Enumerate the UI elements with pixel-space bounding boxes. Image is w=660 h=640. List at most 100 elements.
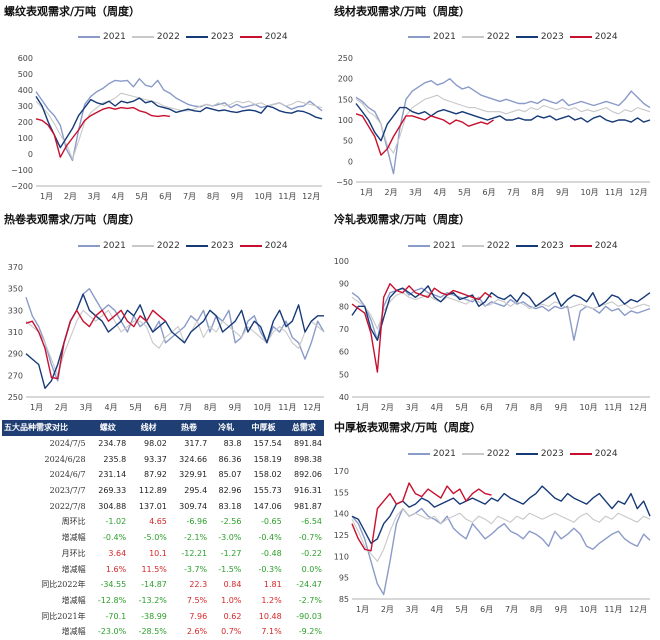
x-tick-label: 7月 — [505, 605, 518, 614]
chart-wire: 250 200 150 100 50 0 −50 1月 2月 3月 4月 5月 6月 7月 8月 9月 10月 1… — [336, 54, 651, 197]
x-tick-label: 2月 — [381, 605, 394, 614]
x-tick-label: 6月 — [480, 403, 493, 412]
y-tick-label: 155 — [334, 488, 349, 497]
table-cell: 981.87 — [294, 501, 322, 511]
legend-item-2023: 2023 — [515, 241, 564, 251]
table-cell: 317.7 — [184, 439, 208, 449]
table-cell: 304.88 — [98, 501, 127, 511]
chart-title-rebar: 螺纹表观需求/万吨（周度） — [4, 5, 141, 18]
table-header-cell: 五大品种需求对比 — [2, 420, 88, 436]
legend-item-2022: 2022 — [461, 449, 510, 459]
table-header-cell: 冷轧 — [209, 420, 244, 436]
table-cell: 0.0% — [301, 564, 322, 574]
table-row-label: 同比2022年 — [41, 580, 86, 590]
table-cell: 147.06 — [253, 501, 282, 511]
x-tick-label: 10月 — [580, 403, 598, 412]
table-cell: 157.54 — [253, 439, 282, 449]
table-cell: 0.62 — [223, 611, 242, 621]
table-cell: 82.96 — [218, 486, 242, 496]
table-cell: 269.33 — [98, 486, 127, 496]
x-tick-label: 5月 — [455, 605, 468, 614]
y-tick-label: 300 — [18, 102, 33, 111]
x-tick-label: 6月 — [483, 188, 496, 197]
table-cell: 1.81 — [263, 580, 282, 590]
table-cell: 155.73 — [253, 486, 282, 496]
y-tick-label: 100 — [18, 134, 33, 143]
table-row-label: 2022/7/8 — [49, 501, 86, 511]
table-cell: -6.54 — [301, 517, 322, 527]
x-tick-label: 2月 — [385, 188, 398, 197]
series-line-2021 — [351, 507, 651, 596]
table-cell: -3.7% — [183, 564, 208, 574]
x-tick-label: 12月 — [629, 605, 647, 614]
table-row-label: 2023/7/7 — [49, 486, 86, 496]
y-tick-label: 110 — [334, 552, 349, 561]
table-cell: -1.5% — [218, 564, 242, 574]
table-cell: -0.22 — [301, 548, 322, 558]
table-cell: 137.01 — [138, 501, 167, 511]
chart-legend-hotcoil: 2021 2022 2023 2024 — [78, 241, 288, 251]
x-tick-label: 12月 — [302, 192, 320, 201]
legend-item-2024: 2024 — [239, 32, 288, 42]
table-cell: 295.4 — [184, 486, 208, 496]
x-tick-label: 7月 — [179, 403, 192, 412]
x-tick-label: 4月 — [434, 188, 447, 197]
y-tick-label: 250 — [338, 54, 353, 63]
series-line-2021 — [351, 287, 651, 342]
chart-panel-coldroll: 冷轧表观需求/万吨（周度） 2021 2022 2023 2024 100 90 8… — [330, 205, 660, 415]
legend-item-2024: 2024 — [569, 449, 618, 459]
y-tick-label: 90 — [339, 280, 349, 289]
table-cell: -0.4% — [258, 533, 282, 543]
legend-item-2023: 2023 — [515, 32, 564, 42]
table-header-cell: 螺纹 — [87, 420, 129, 436]
table-row-label: 2024/6/7 — [49, 470, 86, 480]
chart-coldroll: 100 90 80 70 60 50 40 1月 2月 3月 4月 5月 6月 7月 8月 9月 10月 11月 1… — [334, 257, 651, 412]
x-tick-label: 4月 — [431, 403, 444, 412]
table-cell: -1.02 — [105, 517, 127, 527]
series-line-2023 — [355, 103, 651, 142]
x-tick-label: 6月 — [154, 403, 167, 412]
table-header-cell: 线材 — [128, 420, 169, 436]
table-row-label: 周环比 — [61, 517, 86, 527]
x-tick-label: 8月 — [532, 188, 545, 197]
x-tick-label: 12月 — [630, 188, 648, 197]
series-line-2022 — [355, 94, 651, 154]
y-tick-label: 0 — [348, 157, 353, 166]
table-row: 同比2021年 -70.1 -38.99 7.96 0.62 10.48 -90.03 — [2, 608, 324, 624]
table-row: 2024/6/7 231.14 87.92 329.91 85.07 158.02 892.… — [2, 467, 324, 483]
table-row-label: 月环比 — [61, 548, 86, 558]
y-tick-label: 95 — [339, 574, 349, 583]
table-cell: 98.02 — [143, 439, 167, 449]
chart-legend-plate: 2021 2022 2023 2024 — [408, 449, 618, 459]
series-line-2024 — [351, 282, 492, 373]
x-tick-label: 6月 — [480, 605, 493, 614]
table-header-row: 五大品种需求对比 螺纹 线材 热卷 冷轧 中厚板 总需求 — [2, 420, 324, 436]
y-tick-label: 50 — [343, 137, 353, 146]
chart-hotcoil: 370 350 330 310 290 270 250 1月 2月 3月 4月 5月 6月 7月 8月 9月 1… — [8, 263, 325, 412]
table-cell: -0.4% — [103, 533, 127, 543]
table-cell: 329.91 — [179, 470, 208, 480]
legend-item-2021: 2021 — [78, 32, 126, 42]
legend-item-2024: 2024 — [239, 241, 288, 251]
chart-legend-rebar: 2021 2022 2023 2024 — [78, 32, 288, 42]
x-tick-label: 3月 — [80, 403, 93, 412]
x-tick-label: 12月 — [629, 403, 647, 412]
table-cell: -0.65 — [260, 517, 282, 527]
x-tick-label: 5月 — [458, 188, 471, 197]
y-tick-label: 0 — [28, 150, 33, 159]
table-row-label: 增减幅 — [61, 627, 86, 637]
table-cell: 1.0% — [221, 595, 242, 605]
table-row: 月环比 3.64 10.1 -12.21 -1.27 -0.48 -0.22 — [2, 546, 324, 562]
x-tick-label: 5月 — [455, 403, 468, 412]
table-cell: -13.2% — [138, 595, 167, 605]
x-tick-label: 11月 — [605, 188, 623, 197]
table-cell: 85.07 — [218, 470, 242, 480]
table-cell: -3.0% — [218, 533, 242, 543]
legend-item-2022: 2022 — [461, 32, 510, 42]
table-cell: -38.99 — [141, 611, 167, 621]
series-line-2024 — [355, 113, 494, 156]
table-cell: 87.92 — [143, 470, 167, 480]
table-row: 同比2022年 -34.55 -14.87 22.3 0.84 1.81 -24.47 — [2, 577, 324, 593]
y-tick-label: 70 — [339, 325, 349, 334]
x-tick-label: 10月 — [581, 188, 599, 197]
